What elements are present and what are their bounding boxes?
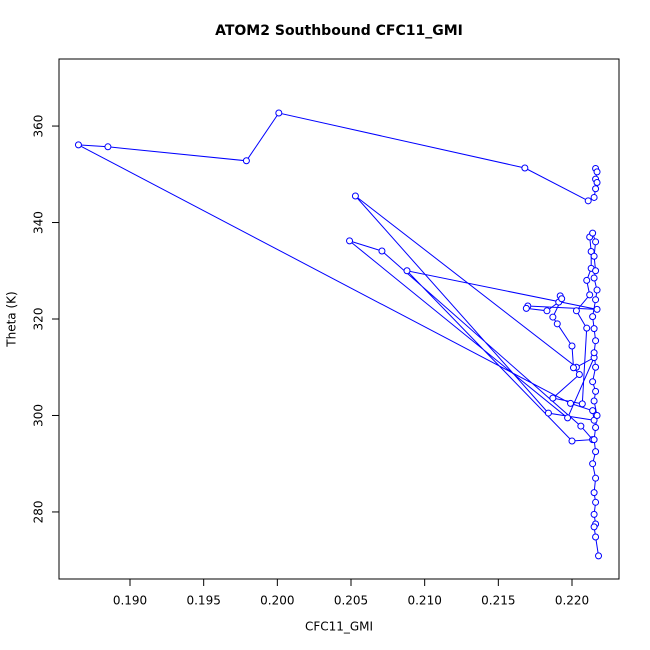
point bbox=[590, 397, 598, 405]
point bbox=[583, 324, 591, 332]
point bbox=[74, 141, 82, 149]
point bbox=[543, 307, 551, 315]
x-tick-label: 0.200 bbox=[260, 594, 294, 608]
point bbox=[575, 370, 583, 378]
point bbox=[592, 267, 600, 275]
y-axis-label: Theta (K) bbox=[5, 291, 19, 347]
series-line bbox=[78, 112, 599, 556]
point bbox=[592, 337, 600, 345]
point bbox=[521, 164, 529, 172]
point bbox=[558, 295, 566, 303]
point bbox=[567, 399, 575, 407]
point bbox=[275, 109, 283, 117]
point bbox=[584, 197, 592, 205]
point bbox=[592, 363, 600, 371]
point bbox=[242, 157, 250, 165]
x-tick-label: 0.205 bbox=[334, 594, 368, 608]
point bbox=[589, 313, 597, 321]
x-tick-label: 0.220 bbox=[555, 594, 589, 608]
point bbox=[592, 474, 600, 482]
chart-title: ATOM2 Southbound CFC11_GMI bbox=[215, 23, 463, 39]
point bbox=[592, 296, 600, 304]
point bbox=[549, 394, 557, 402]
point bbox=[586, 291, 594, 299]
point bbox=[568, 437, 576, 445]
x-tick-label: 0.215 bbox=[481, 594, 515, 608]
point bbox=[522, 304, 530, 312]
point bbox=[589, 407, 597, 415]
point bbox=[578, 400, 586, 408]
point bbox=[549, 313, 557, 321]
point bbox=[589, 460, 597, 468]
x-axis-label: CFC11_GMI bbox=[305, 620, 373, 634]
point bbox=[593, 178, 601, 186]
point bbox=[590, 489, 598, 497]
point bbox=[589, 378, 597, 386]
point bbox=[583, 276, 591, 284]
y-tick-label: 320 bbox=[32, 308, 46, 331]
point bbox=[593, 411, 601, 419]
y-tick-label: 280 bbox=[32, 500, 46, 523]
point bbox=[592, 185, 600, 193]
point bbox=[553, 320, 561, 328]
point bbox=[569, 364, 577, 372]
point bbox=[592, 533, 600, 541]
point bbox=[351, 192, 359, 200]
point bbox=[590, 436, 598, 444]
x-tick-label: 0.210 bbox=[407, 594, 441, 608]
x-tick-label: 0.195 bbox=[186, 594, 220, 608]
point bbox=[544, 409, 552, 417]
point bbox=[568, 342, 576, 350]
point bbox=[590, 193, 598, 201]
point bbox=[593, 305, 601, 313]
point bbox=[590, 523, 598, 531]
point bbox=[577, 422, 585, 430]
y-tick-label: 360 bbox=[32, 115, 46, 138]
point bbox=[592, 387, 600, 395]
point bbox=[590, 349, 598, 357]
point bbox=[403, 267, 411, 275]
point bbox=[590, 252, 598, 260]
point bbox=[592, 238, 600, 246]
point bbox=[592, 424, 600, 432]
point bbox=[590, 325, 598, 333]
point bbox=[592, 448, 600, 456]
point bbox=[590, 510, 598, 518]
point bbox=[378, 247, 386, 255]
plot-frame bbox=[58, 58, 620, 580]
point bbox=[592, 498, 600, 506]
point bbox=[104, 143, 112, 151]
point bbox=[593, 168, 601, 176]
point bbox=[593, 286, 601, 294]
point bbox=[572, 307, 580, 315]
point bbox=[590, 274, 598, 282]
point bbox=[346, 237, 354, 245]
y-tick-label: 300 bbox=[32, 404, 46, 427]
point bbox=[595, 552, 603, 560]
x-tick-label: 0.190 bbox=[113, 594, 147, 608]
point bbox=[589, 229, 597, 237]
y-tick-label: 340 bbox=[32, 211, 46, 234]
point bbox=[564, 414, 572, 422]
